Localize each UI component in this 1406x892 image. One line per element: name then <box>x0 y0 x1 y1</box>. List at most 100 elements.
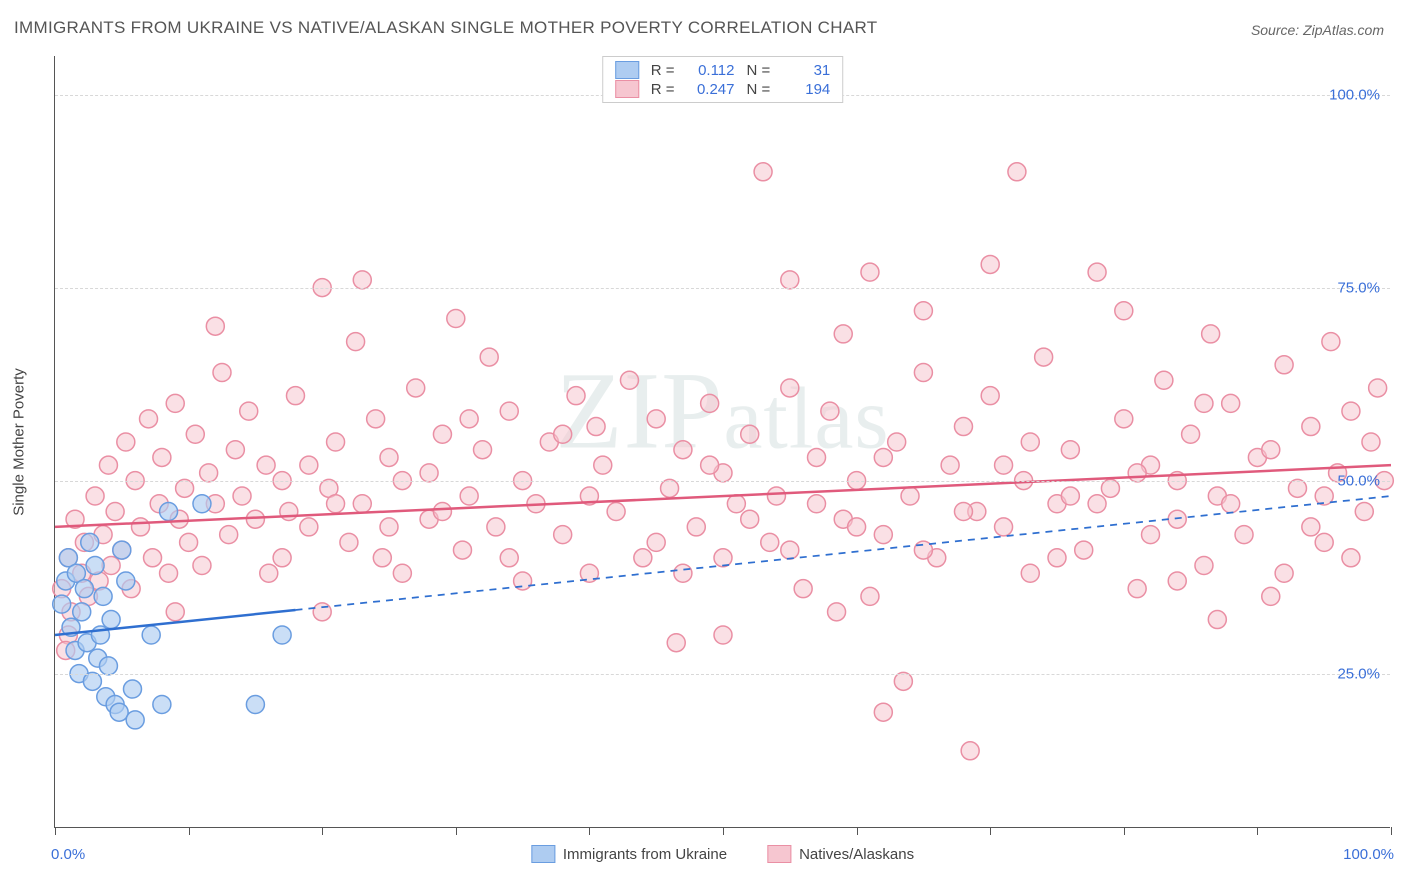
data-point <box>594 456 612 474</box>
data-point <box>286 387 304 405</box>
data-point <box>1075 541 1093 559</box>
data-point <box>213 364 231 382</box>
data-point <box>727 495 745 513</box>
data-point <box>874 448 892 466</box>
data-point <box>246 695 264 713</box>
data-point <box>1142 526 1160 544</box>
data-point <box>914 364 932 382</box>
grid-line <box>55 288 1390 289</box>
data-point <box>86 487 104 505</box>
data-point <box>667 634 685 652</box>
data-point <box>1262 587 1280 605</box>
data-point <box>754 163 772 181</box>
data-point <box>407 379 425 397</box>
x-tick <box>589 827 590 835</box>
scatter-svg <box>55 56 1390 827</box>
data-point <box>300 518 318 536</box>
y-tick-label: 100.0% <box>1329 86 1380 103</box>
data-point <box>1222 394 1240 412</box>
x-tick <box>322 827 323 835</box>
data-point <box>1208 611 1226 629</box>
data-point <box>327 433 345 451</box>
data-point <box>193 495 211 513</box>
legend-label: Natives/Alaskans <box>799 846 914 863</box>
data-point <box>99 456 117 474</box>
data-point <box>166 394 184 412</box>
data-point <box>81 533 99 551</box>
data-point <box>240 402 258 420</box>
data-point <box>587 418 605 436</box>
data-point <box>1302 418 1320 436</box>
data-point <box>273 626 291 644</box>
data-point <box>73 603 91 621</box>
data-point <box>123 680 141 698</box>
data-point <box>1262 441 1280 459</box>
data-point <box>954 418 972 436</box>
data-point <box>226 441 244 459</box>
data-point <box>567 387 585 405</box>
data-point <box>106 502 124 520</box>
data-point <box>447 309 465 327</box>
data-point <box>674 441 692 459</box>
legend-swatch <box>615 80 639 98</box>
chart-container: IMMIGRANTS FROM UKRAINE VS NATIVE/ALASKA… <box>0 0 1406 892</box>
data-point <box>554 425 572 443</box>
data-point <box>53 595 71 613</box>
data-point <box>1275 564 1293 582</box>
data-point <box>620 371 638 389</box>
data-point <box>607 502 625 520</box>
data-point <box>874 703 892 721</box>
data-point <box>102 611 120 629</box>
data-point <box>327 495 345 513</box>
data-point <box>941 456 959 474</box>
stats-legend-row: R =0.112N =31 <box>615 61 831 79</box>
data-point <box>701 456 719 474</box>
data-point <box>99 657 117 675</box>
data-point <box>1061 441 1079 459</box>
y-tick-label: 25.0% <box>1337 665 1380 682</box>
data-point <box>94 587 112 605</box>
data-point <box>554 526 572 544</box>
x-tick <box>189 827 190 835</box>
data-point <box>828 603 846 621</box>
data-point <box>353 271 371 289</box>
data-point <box>86 557 104 575</box>
data-point <box>1202 325 1220 343</box>
data-point <box>460 487 478 505</box>
x-tick <box>55 827 56 835</box>
y-tick-label: 50.0% <box>1337 472 1380 489</box>
data-point <box>480 348 498 366</box>
data-point <box>1115 410 1133 428</box>
chart-title: IMMIGRANTS FROM UKRAINE VS NATIVE/ALASKA… <box>14 18 877 38</box>
data-point <box>126 711 144 729</box>
data-point <box>714 549 732 567</box>
data-point <box>647 410 665 428</box>
bottom-legend: Immigrants from UkraineNatives/Alaskans <box>531 845 914 863</box>
data-point <box>280 502 298 520</box>
data-point <box>741 425 759 443</box>
data-point <box>1222 495 1240 513</box>
data-point <box>246 510 264 528</box>
data-point <box>1021 433 1039 451</box>
data-point <box>995 518 1013 536</box>
data-point <box>500 402 518 420</box>
data-point <box>808 448 826 466</box>
x-axis-min-label: 0.0% <box>51 846 85 863</box>
source-attribution: Source: ZipAtlas.com <box>1251 22 1384 38</box>
data-point <box>206 317 224 335</box>
data-point <box>153 695 171 713</box>
data-point <box>433 425 451 443</box>
data-point <box>380 518 398 536</box>
data-point <box>1088 263 1106 281</box>
x-tick <box>1257 827 1258 835</box>
data-point <box>954 502 972 520</box>
stat-n-value: 31 <box>778 62 830 79</box>
stat-n-label: N = <box>747 81 771 98</box>
data-point <box>714 626 732 644</box>
data-point <box>460 410 478 428</box>
data-point <box>1302 518 1320 536</box>
data-point <box>1195 557 1213 575</box>
data-point <box>347 333 365 351</box>
data-point <box>1355 502 1373 520</box>
data-point <box>981 387 999 405</box>
